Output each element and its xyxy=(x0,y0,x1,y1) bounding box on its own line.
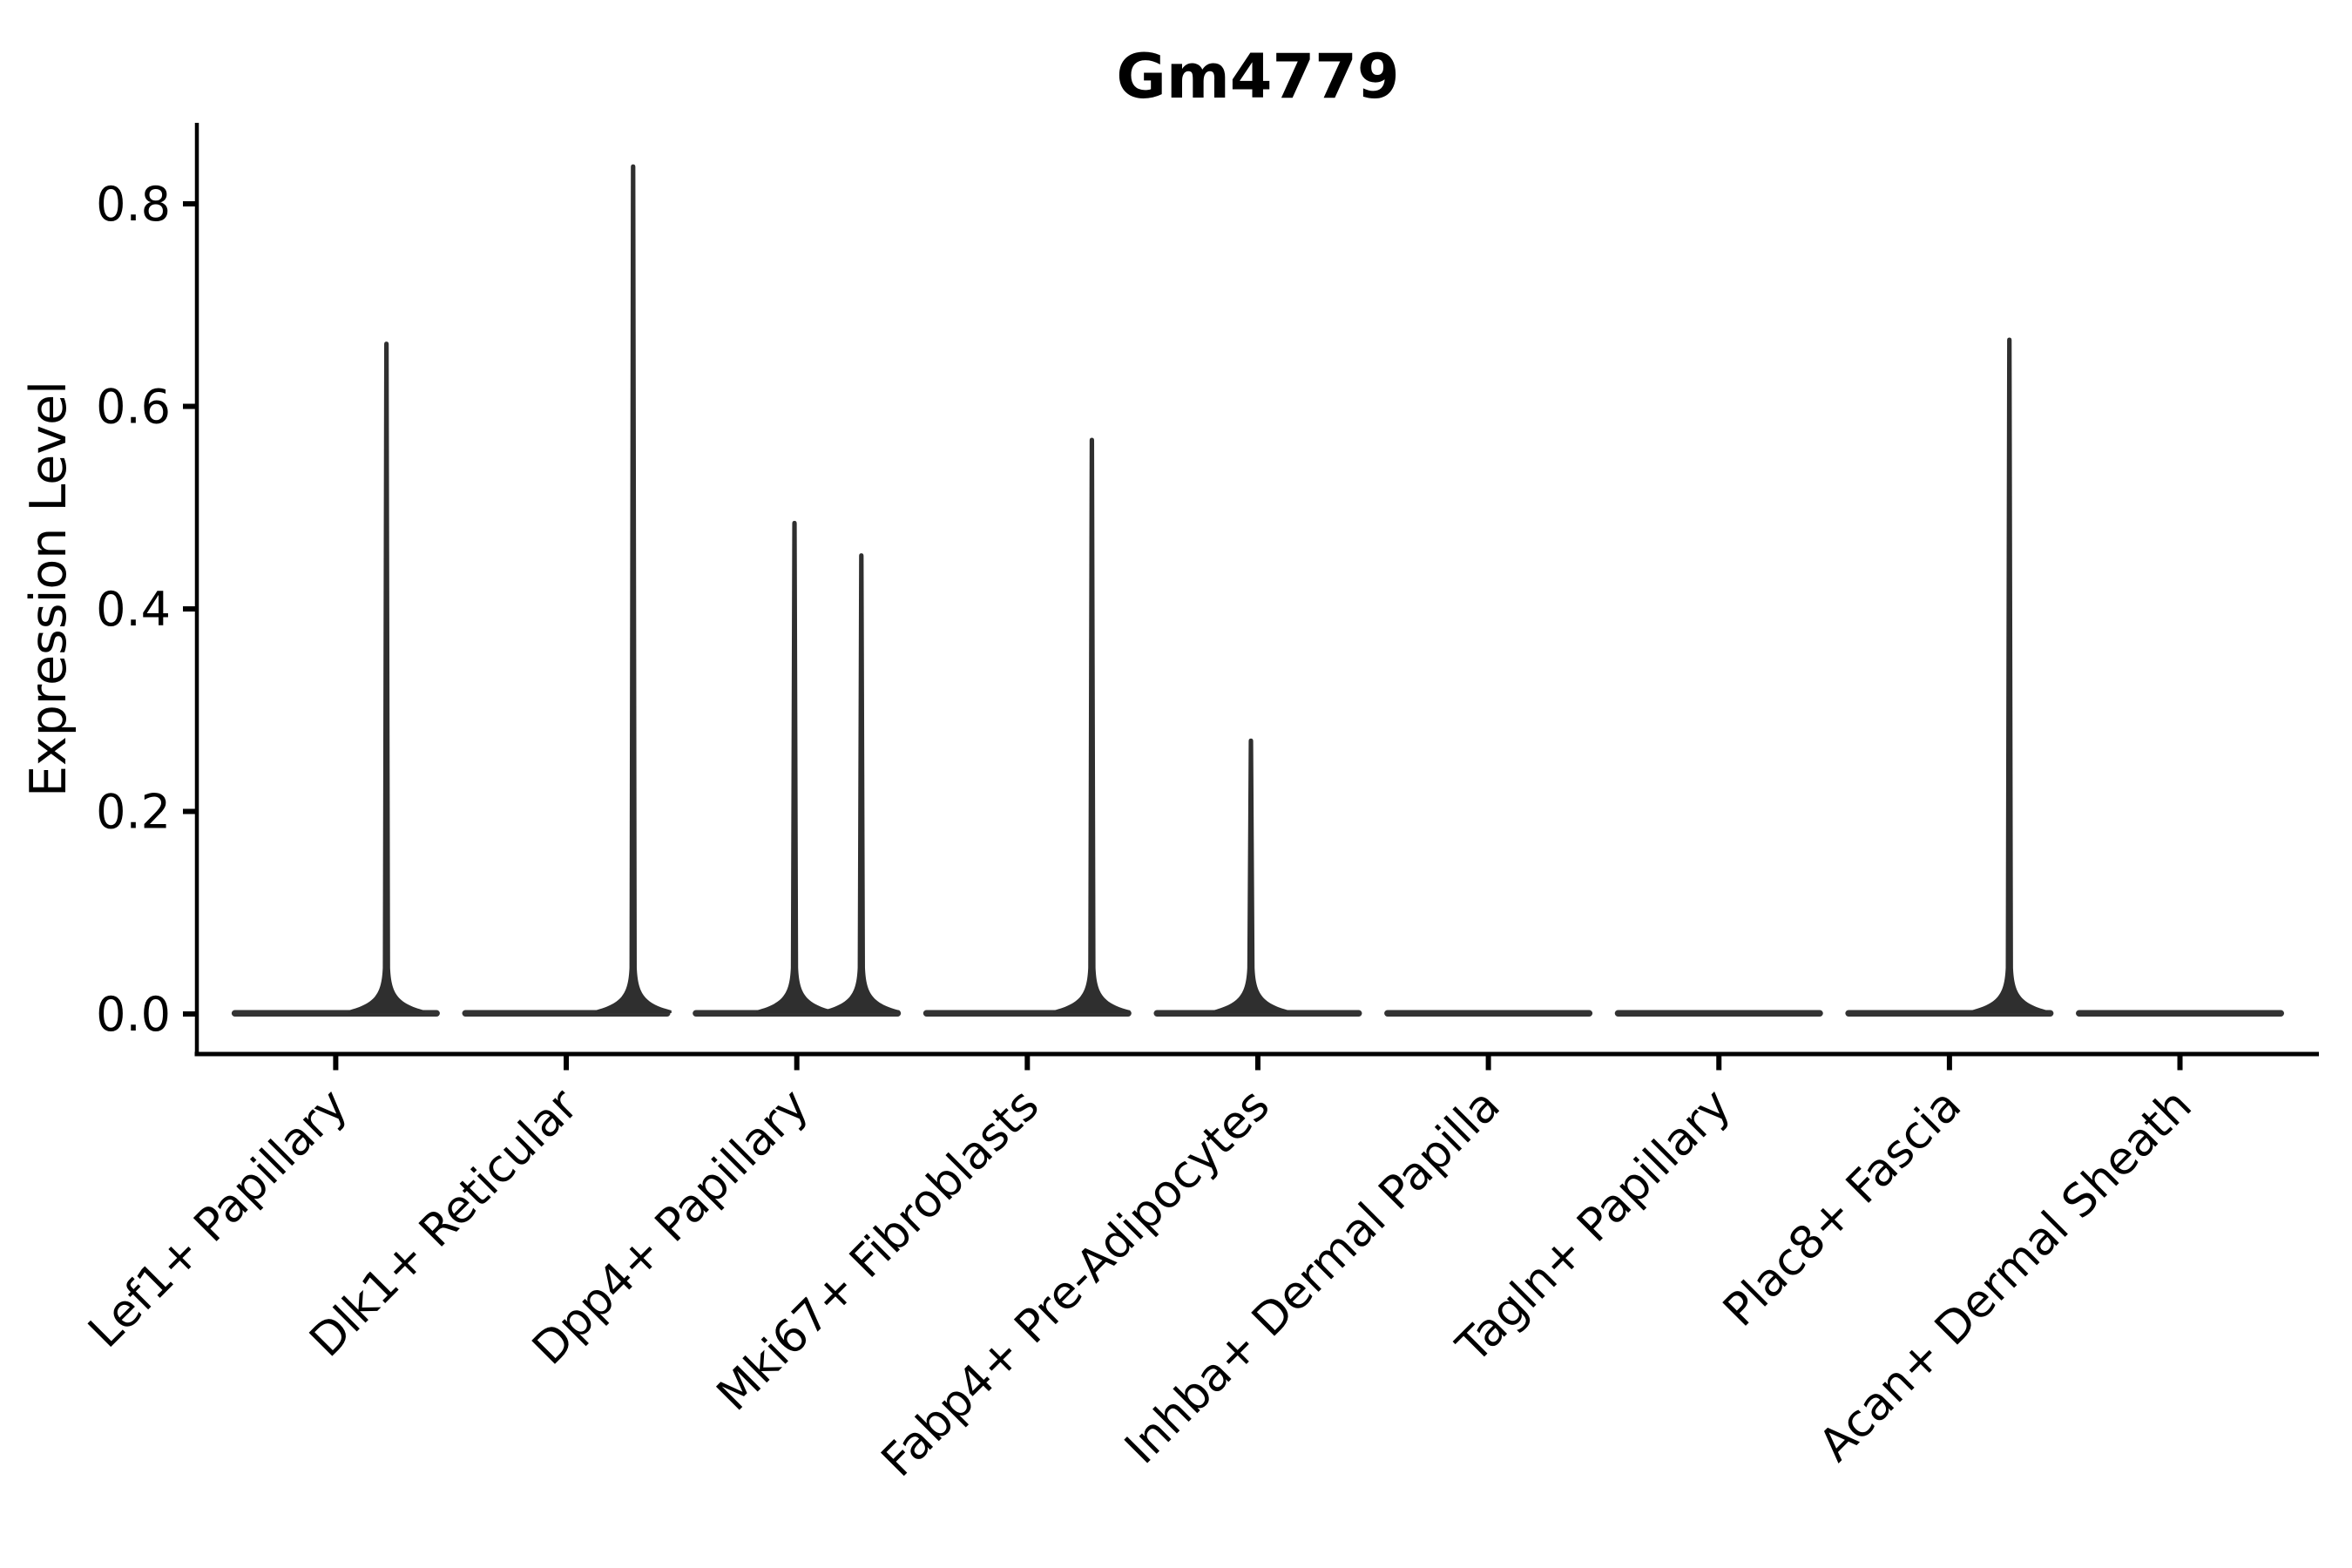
violin-base xyxy=(1384,1010,1593,1017)
violin-4 xyxy=(923,437,1132,1017)
x-tick-label: Acan+ Dermal Sheath xyxy=(1809,1079,2202,1472)
violin-3 xyxy=(693,520,902,1017)
violin-spike xyxy=(348,341,425,1014)
violin-spike xyxy=(594,164,672,1014)
x-tick-label: Inhba+ Dermal Papilla xyxy=(1115,1079,1510,1474)
violin-spike xyxy=(1213,738,1290,1013)
violin-shapes xyxy=(231,164,2285,1017)
violin-8 xyxy=(1845,337,2054,1017)
violin-spike xyxy=(1970,337,2048,1013)
violin-9 xyxy=(2076,1010,2285,1017)
violin-6 xyxy=(1384,1010,1593,1017)
violin-1 xyxy=(231,341,440,1017)
violin-base xyxy=(2076,1010,2285,1017)
y-tick-label: 0.6 xyxy=(96,380,171,435)
violin-5 xyxy=(1153,738,1362,1017)
y-tick-label: 0.4 xyxy=(96,582,171,637)
x-tick-label: Plac8+ Fascia xyxy=(1713,1079,1971,1337)
violin-base xyxy=(1153,1010,1362,1017)
violin-base xyxy=(1614,1010,1823,1017)
y-axis-label: Expression Level xyxy=(20,381,78,797)
violin-spike xyxy=(1053,437,1131,1014)
violin-spike xyxy=(822,553,900,1013)
violin-7 xyxy=(1614,1010,1823,1017)
violin-spike xyxy=(756,520,834,1013)
y-axis-ticks: 0.0 0.2 0.4 0.6 0.8 xyxy=(96,177,197,1042)
x-axis-ticks xyxy=(333,1056,2183,1071)
chart-title: Gm4779 xyxy=(1116,41,1399,112)
y-tick-label: 0.2 xyxy=(96,785,171,840)
y-tick-label: 0.0 xyxy=(96,987,171,1042)
y-tick-label: 0.8 xyxy=(96,177,171,232)
violin-2 xyxy=(462,164,672,1017)
x-tick-label: Fabp4+ Pre-Adipocytes xyxy=(872,1079,1280,1487)
